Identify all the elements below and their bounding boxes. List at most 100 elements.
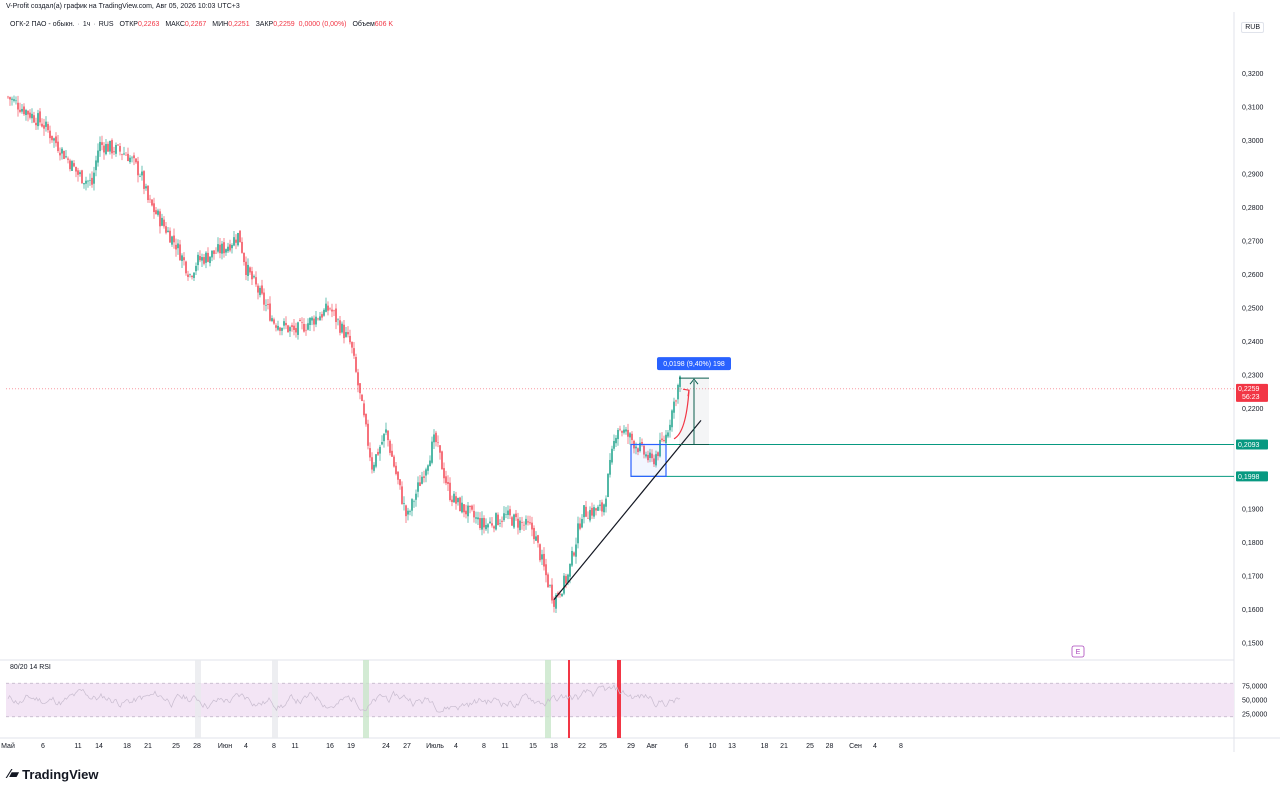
candle-body xyxy=(393,456,395,467)
candle xyxy=(57,135,59,153)
candle-body xyxy=(7,96,9,98)
time-tick-label: 11 xyxy=(74,743,81,750)
candle-body xyxy=(175,244,177,250)
candle xyxy=(309,317,311,332)
candle-body xyxy=(65,156,67,158)
candle-body xyxy=(609,459,611,475)
candle xyxy=(169,227,171,243)
currency-badge[interactable]: RUB xyxy=(1241,22,1264,33)
candle xyxy=(281,327,283,336)
candle xyxy=(273,317,275,325)
candle-body xyxy=(415,493,417,500)
candle-body xyxy=(107,143,109,152)
candle-body xyxy=(591,507,593,516)
candle-body xyxy=(359,383,361,394)
candle xyxy=(55,132,57,147)
candle-body xyxy=(523,524,525,526)
candle xyxy=(531,516,533,537)
candle-body xyxy=(533,527,535,540)
candle-body xyxy=(463,504,465,513)
candle-body xyxy=(307,323,309,330)
consolidation-box xyxy=(630,443,667,477)
candle xyxy=(167,227,169,233)
candle xyxy=(145,183,147,191)
candle-body xyxy=(611,448,613,463)
candle xyxy=(425,467,427,483)
time-tick-label: 29 xyxy=(627,743,635,750)
interval-label[interactable]: 1ч xyxy=(82,21,91,28)
candle xyxy=(131,155,133,163)
candle-body xyxy=(453,493,455,503)
candle xyxy=(95,155,97,177)
candle xyxy=(573,551,575,557)
candle-body xyxy=(155,210,157,215)
candle xyxy=(529,515,531,526)
candle-body xyxy=(153,203,155,213)
time-tick-label: 18 xyxy=(550,743,558,750)
candle-body xyxy=(201,257,203,261)
drawings[interactable]: 0,0198 (9,40%) 198 E xyxy=(6,357,1234,658)
candle-body xyxy=(173,235,175,243)
candle-body xyxy=(69,160,71,170)
candle-body xyxy=(603,504,605,513)
symbol-name[interactable]: ОГК-2 ПАО - обыкн. xyxy=(10,21,75,28)
candle-body xyxy=(625,429,627,432)
candle-body xyxy=(431,441,433,463)
open-value: 0,2263 xyxy=(137,21,160,28)
candle-body xyxy=(465,510,467,515)
candle xyxy=(621,430,623,437)
candle-body xyxy=(31,113,33,119)
candle xyxy=(259,285,261,298)
candle-body xyxy=(411,499,413,511)
candle-body xyxy=(121,154,123,155)
candle xyxy=(111,138,113,159)
candle xyxy=(571,546,573,567)
candle-body xyxy=(61,148,63,154)
candle xyxy=(179,239,181,261)
tradingview-logo[interactable]: ⁄▰ TradingView xyxy=(8,766,99,782)
candle xyxy=(293,318,295,336)
candle xyxy=(101,135,103,151)
candle xyxy=(127,147,129,162)
candle xyxy=(585,501,587,518)
price-tick-label: 0,2600 xyxy=(1242,272,1264,279)
candle-body xyxy=(15,100,17,102)
candle xyxy=(675,399,677,407)
candle xyxy=(261,279,263,296)
candle-body xyxy=(477,517,479,520)
price-axis[interactable]: 0,15000,16000,17000,18000,19000,20000,21… xyxy=(1236,71,1268,648)
candle xyxy=(343,319,345,344)
candle xyxy=(113,146,115,156)
candle xyxy=(481,511,483,536)
candle xyxy=(431,436,433,465)
candle-body xyxy=(95,160,97,171)
candle-body xyxy=(97,150,99,163)
candle xyxy=(541,549,543,565)
candle-body xyxy=(447,481,449,484)
candle xyxy=(233,230,235,247)
candle xyxy=(289,325,291,338)
time-tick-label: 8 xyxy=(482,743,486,750)
candle xyxy=(241,237,243,254)
candle xyxy=(335,303,337,330)
candle xyxy=(235,234,237,250)
candle-body xyxy=(285,322,287,326)
candle-body xyxy=(627,429,629,437)
candle-body xyxy=(77,170,79,175)
time-tick-label: 8 xyxy=(272,743,276,750)
candle-body xyxy=(613,441,615,449)
candle xyxy=(433,429,435,449)
candle xyxy=(629,432,631,445)
time-axis[interactable]: Май 6 11 14 18 21 25 28 Июн 4 8 11 16 19 24 27 Июль 4 8 11 1… xyxy=(1,742,903,750)
candle-body xyxy=(63,150,65,159)
candle xyxy=(295,322,297,338)
candle-body xyxy=(241,241,243,253)
candle xyxy=(365,413,367,427)
time-tick-label: Июль xyxy=(426,743,444,750)
candle xyxy=(613,434,615,452)
candle xyxy=(563,572,565,596)
candle-body xyxy=(161,217,163,226)
candle xyxy=(583,505,585,524)
candle xyxy=(17,95,19,117)
